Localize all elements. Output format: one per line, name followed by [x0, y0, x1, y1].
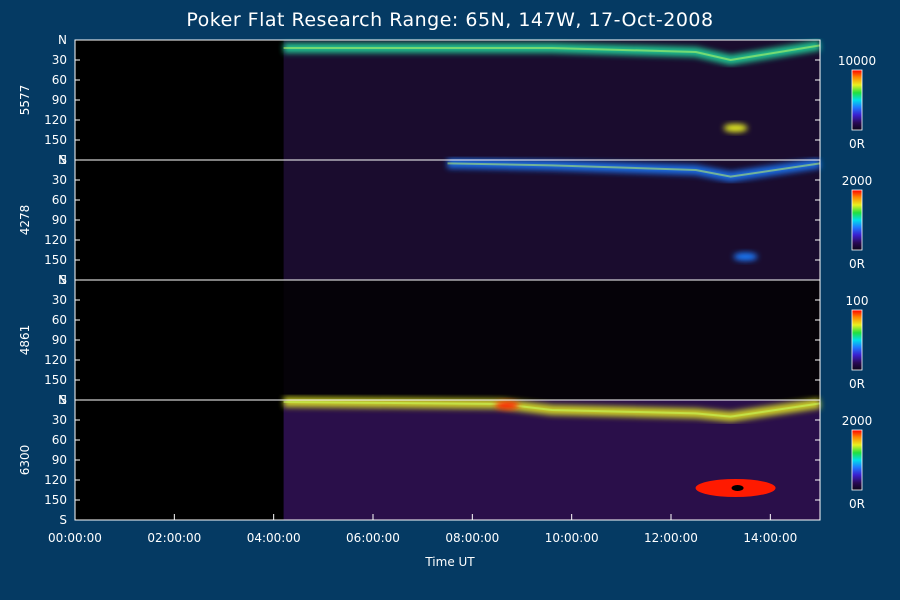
y-tick-label: S	[59, 153, 67, 167]
y-tick-label: 150	[44, 133, 67, 147]
colorbar-max-label: 2000	[842, 414, 873, 428]
y-tick-label: 60	[52, 73, 67, 87]
data-region	[283, 280, 821, 400]
panel-wavelength-label: 5577	[18, 85, 32, 116]
x-axis-label: Time UT	[425, 555, 475, 569]
y-tick-label: 30	[52, 413, 67, 427]
colorbar-min-label: 0R	[849, 497, 865, 511]
x-tick-label: 00:00:00	[48, 531, 102, 545]
panel-wavelength-label: 6300	[18, 445, 32, 476]
emission-spot	[733, 252, 758, 261]
y-tick-label: 120	[44, 473, 67, 487]
colorbar	[851, 309, 863, 371]
emission-blob-core	[731, 485, 744, 491]
emission-spot	[495, 401, 520, 410]
y-tick-label: 90	[52, 333, 67, 347]
y-tick-label: 120	[44, 113, 67, 127]
y-tick-label: N	[58, 393, 67, 407]
colorbar-min-label: 0R	[849, 377, 865, 391]
auroral-arc-core	[283, 401, 821, 418]
x-tick-label: 08:00:00	[445, 531, 499, 545]
colorbar-max-label: 100	[846, 294, 869, 308]
panel-wavelength-label: 4278	[18, 205, 32, 236]
colorbar-max-label: 10000	[838, 54, 876, 68]
x-tick-label: 06:00:00	[346, 531, 400, 545]
y-tick-label: 120	[44, 233, 67, 247]
x-tick-label: 14:00:00	[743, 531, 797, 545]
y-tick-label: 90	[52, 213, 67, 227]
chart-title: Poker Flat Research Range: 65N, 147W, 17…	[186, 9, 714, 31]
y-tick-label: 150	[44, 253, 67, 267]
colorbar-min-label: 0R	[849, 137, 865, 151]
y-tick-label: S	[59, 273, 67, 287]
y-tick-label: 90	[52, 93, 67, 107]
colorbar	[851, 429, 863, 491]
y-tick-label: S	[59, 513, 67, 527]
auroral-arc-core	[447, 162, 821, 178]
x-tick-label: 10:00:00	[545, 531, 599, 545]
y-tick-label: 150	[44, 493, 67, 507]
y-tick-label: N	[58, 33, 67, 47]
emission-spot	[723, 124, 748, 132]
x-tick-label: 12:00:00	[644, 531, 698, 545]
y-tick-label: N	[58, 153, 67, 167]
y-tick-label: 30	[52, 173, 67, 187]
colorbar-max-label: 2000	[842, 174, 873, 188]
colorbar-min-label: 0R	[849, 257, 865, 271]
panel-wavelength-label: 4861	[18, 325, 32, 356]
y-tick-label: 30	[52, 53, 67, 67]
y-tick-label: N	[58, 273, 67, 287]
auroral-arc-core	[283, 44, 821, 62]
y-tick-label: S	[59, 393, 67, 407]
y-tick-label: 120	[44, 353, 67, 367]
y-tick-label: 60	[52, 433, 67, 447]
y-tick-label: 30	[52, 293, 67, 307]
y-tick-label: 90	[52, 453, 67, 467]
y-tick-label: 60	[52, 313, 67, 327]
x-tick-label: 02:00:00	[147, 531, 201, 545]
colorbar	[851, 189, 863, 251]
x-tick-label: 04:00:00	[247, 531, 301, 545]
y-tick-label: 150	[44, 373, 67, 387]
colorbar	[851, 69, 863, 131]
y-tick-label: 60	[52, 193, 67, 207]
